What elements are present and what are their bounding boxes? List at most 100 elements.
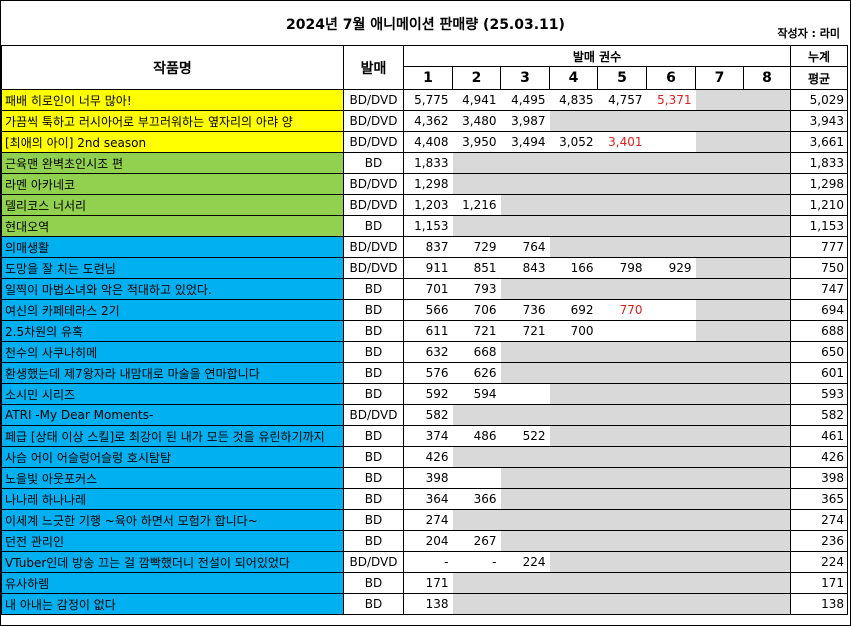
empty-volume-cell: [646, 509, 696, 531]
title-cell: 페급 [상태 이상 스킬]로 최강이 된 내가 모든 것을 유린하기까지: [1, 425, 344, 447]
volume-value-cell: 3,950: [452, 131, 501, 153]
volume-value-cell: 3,987: [500, 110, 550, 132]
average-cell: 694: [790, 299, 848, 321]
empty-volume-cell: [646, 425, 696, 447]
volume-value-cell: 204: [403, 530, 453, 552]
average-cell: 398: [790, 467, 848, 489]
title-cell: 라멘 아카네코: [1, 173, 344, 195]
title-cell: 소시민 시리즈: [1, 383, 344, 405]
volume-value-cell: 1,216: [452, 194, 501, 216]
table-row: 소시민 시리즈 BD 592 594 593: [1, 383, 848, 405]
pending-volume-cell: [646, 320, 696, 342]
average-cell: 236: [790, 530, 848, 552]
table-row: 근육맨 완벽초인시조 편 BD 1,833 1,833: [1, 152, 848, 174]
empty-volume-cell: [743, 173, 791, 195]
average-cell: 593: [790, 383, 848, 405]
format-cell: BD: [343, 446, 404, 468]
empty-volume-cell: [549, 341, 598, 363]
empty-volume-cell: [743, 383, 791, 405]
table-row: 여신의 카페테라스 2기 BD 566 706 736 692 770 694: [1, 299, 848, 321]
volume-value-cell: 4,757: [597, 89, 647, 111]
volume-value-cell: 5,371: [646, 89, 696, 111]
volume-value-cell: 3,401: [597, 131, 647, 153]
volume-value-cell: 764: [500, 236, 550, 258]
volume-value-cell: 721: [452, 320, 501, 342]
header-volume: 3: [500, 66, 550, 90]
volume-value-cell: 4,835: [549, 89, 598, 111]
table-row: 현대오역 BD 1,153 1,153: [1, 215, 848, 237]
empty-volume-cell: [646, 467, 696, 489]
empty-volume-cell: [500, 215, 550, 237]
volume-value-cell: 1,203: [403, 194, 453, 216]
empty-volume-cell: [646, 194, 696, 216]
volume-value-cell: 4,362: [403, 110, 453, 132]
empty-volume-cell: [646, 362, 696, 384]
volume-value-cell: 3,494: [500, 131, 550, 153]
format-cell: BD: [343, 467, 404, 489]
volume-value-cell: 611: [403, 320, 453, 342]
empty-volume-cell: [743, 152, 791, 174]
table-row: 라멘 아카네코 BD/DVD 1,298 1,298: [1, 173, 848, 195]
volume-value-cell: 582: [403, 404, 453, 426]
average-cell: 1,153: [790, 215, 848, 237]
empty-volume-cell: [597, 278, 647, 300]
average-cell: 688: [790, 320, 848, 342]
empty-volume-cell: [597, 404, 647, 426]
empty-volume-cell: [549, 362, 598, 384]
empty-volume-cell: [500, 152, 550, 174]
format-cell: BD: [343, 383, 404, 405]
average-cell: 171: [790, 572, 848, 594]
empty-volume-cell: [743, 341, 791, 363]
empty-volume-cell: [549, 593, 598, 615]
empty-volume-cell: [549, 110, 598, 132]
title-cell: 천수의 사쿠나히메: [1, 341, 344, 363]
empty-volume-cell: [743, 404, 791, 426]
header-average-top: 누계: [790, 45, 848, 67]
volume-value-cell: 267: [452, 530, 501, 552]
format-cell: BD/DVD: [343, 257, 404, 279]
empty-volume-cell: [743, 299, 791, 321]
format-cell: BD/DVD: [343, 551, 404, 573]
empty-volume-cell: [500, 593, 550, 615]
volume-value-cell: -: [452, 551, 501, 573]
header-format: 발매: [343, 45, 404, 90]
empty-volume-cell: [646, 404, 696, 426]
empty-volume-cell: [452, 404, 501, 426]
volume-value-cell: 274: [403, 509, 453, 531]
empty-volume-cell: [500, 341, 550, 363]
format-cell: BD/DVD: [343, 194, 404, 216]
title-cell: 이세계 느긋한 기행 ~육아 하면서 모험가 합니다~: [1, 509, 344, 531]
volume-value-cell: 4,495: [500, 89, 550, 111]
table-row: ATRI -My Dear Moments- BD/DVD 582 582: [1, 404, 848, 426]
header-volume: 2: [452, 66, 501, 90]
empty-volume-cell: [597, 488, 647, 510]
volume-value-cell: 592: [403, 383, 453, 405]
empty-volume-cell: [646, 446, 696, 468]
format-cell: BD: [343, 509, 404, 531]
empty-volume-cell: [695, 404, 744, 426]
empty-volume-cell: [597, 572, 647, 594]
volume-value-cell: 1,833: [403, 152, 453, 174]
empty-volume-cell: [695, 89, 744, 111]
format-cell: BD: [343, 362, 404, 384]
volume-value-cell: 843: [500, 257, 550, 279]
format-cell: BD/DVD: [343, 89, 404, 111]
table-row: 이세계 느긋한 기행 ~육아 하면서 모험가 합니다~ BD 274 274: [1, 509, 848, 531]
empty-volume-cell: [695, 215, 744, 237]
empty-volume-cell: [597, 383, 647, 405]
table-row: 페급 [상태 이상 스킬]로 최강이 된 내가 모든 것을 유린하기까지 BD 37…: [1, 425, 848, 447]
empty-volume-cell: [500, 194, 550, 216]
title-cell: 던전 관리인: [1, 530, 344, 552]
empty-volume-cell: [695, 194, 744, 216]
average-cell: 1,298: [790, 173, 848, 195]
title-cell: 환생했는데 제7왕자라 내맘대로 마술을 연마합니다: [1, 362, 344, 384]
empty-volume-cell: [597, 593, 647, 615]
pending-volume-cell: [646, 299, 696, 321]
empty-volume-cell: [597, 152, 647, 174]
empty-volume-cell: [549, 572, 598, 594]
empty-volume-cell: [646, 593, 696, 615]
empty-volume-cell: [743, 446, 791, 468]
average-cell: 747: [790, 278, 848, 300]
average-cell: 601: [790, 362, 848, 384]
empty-volume-cell: [695, 320, 744, 342]
